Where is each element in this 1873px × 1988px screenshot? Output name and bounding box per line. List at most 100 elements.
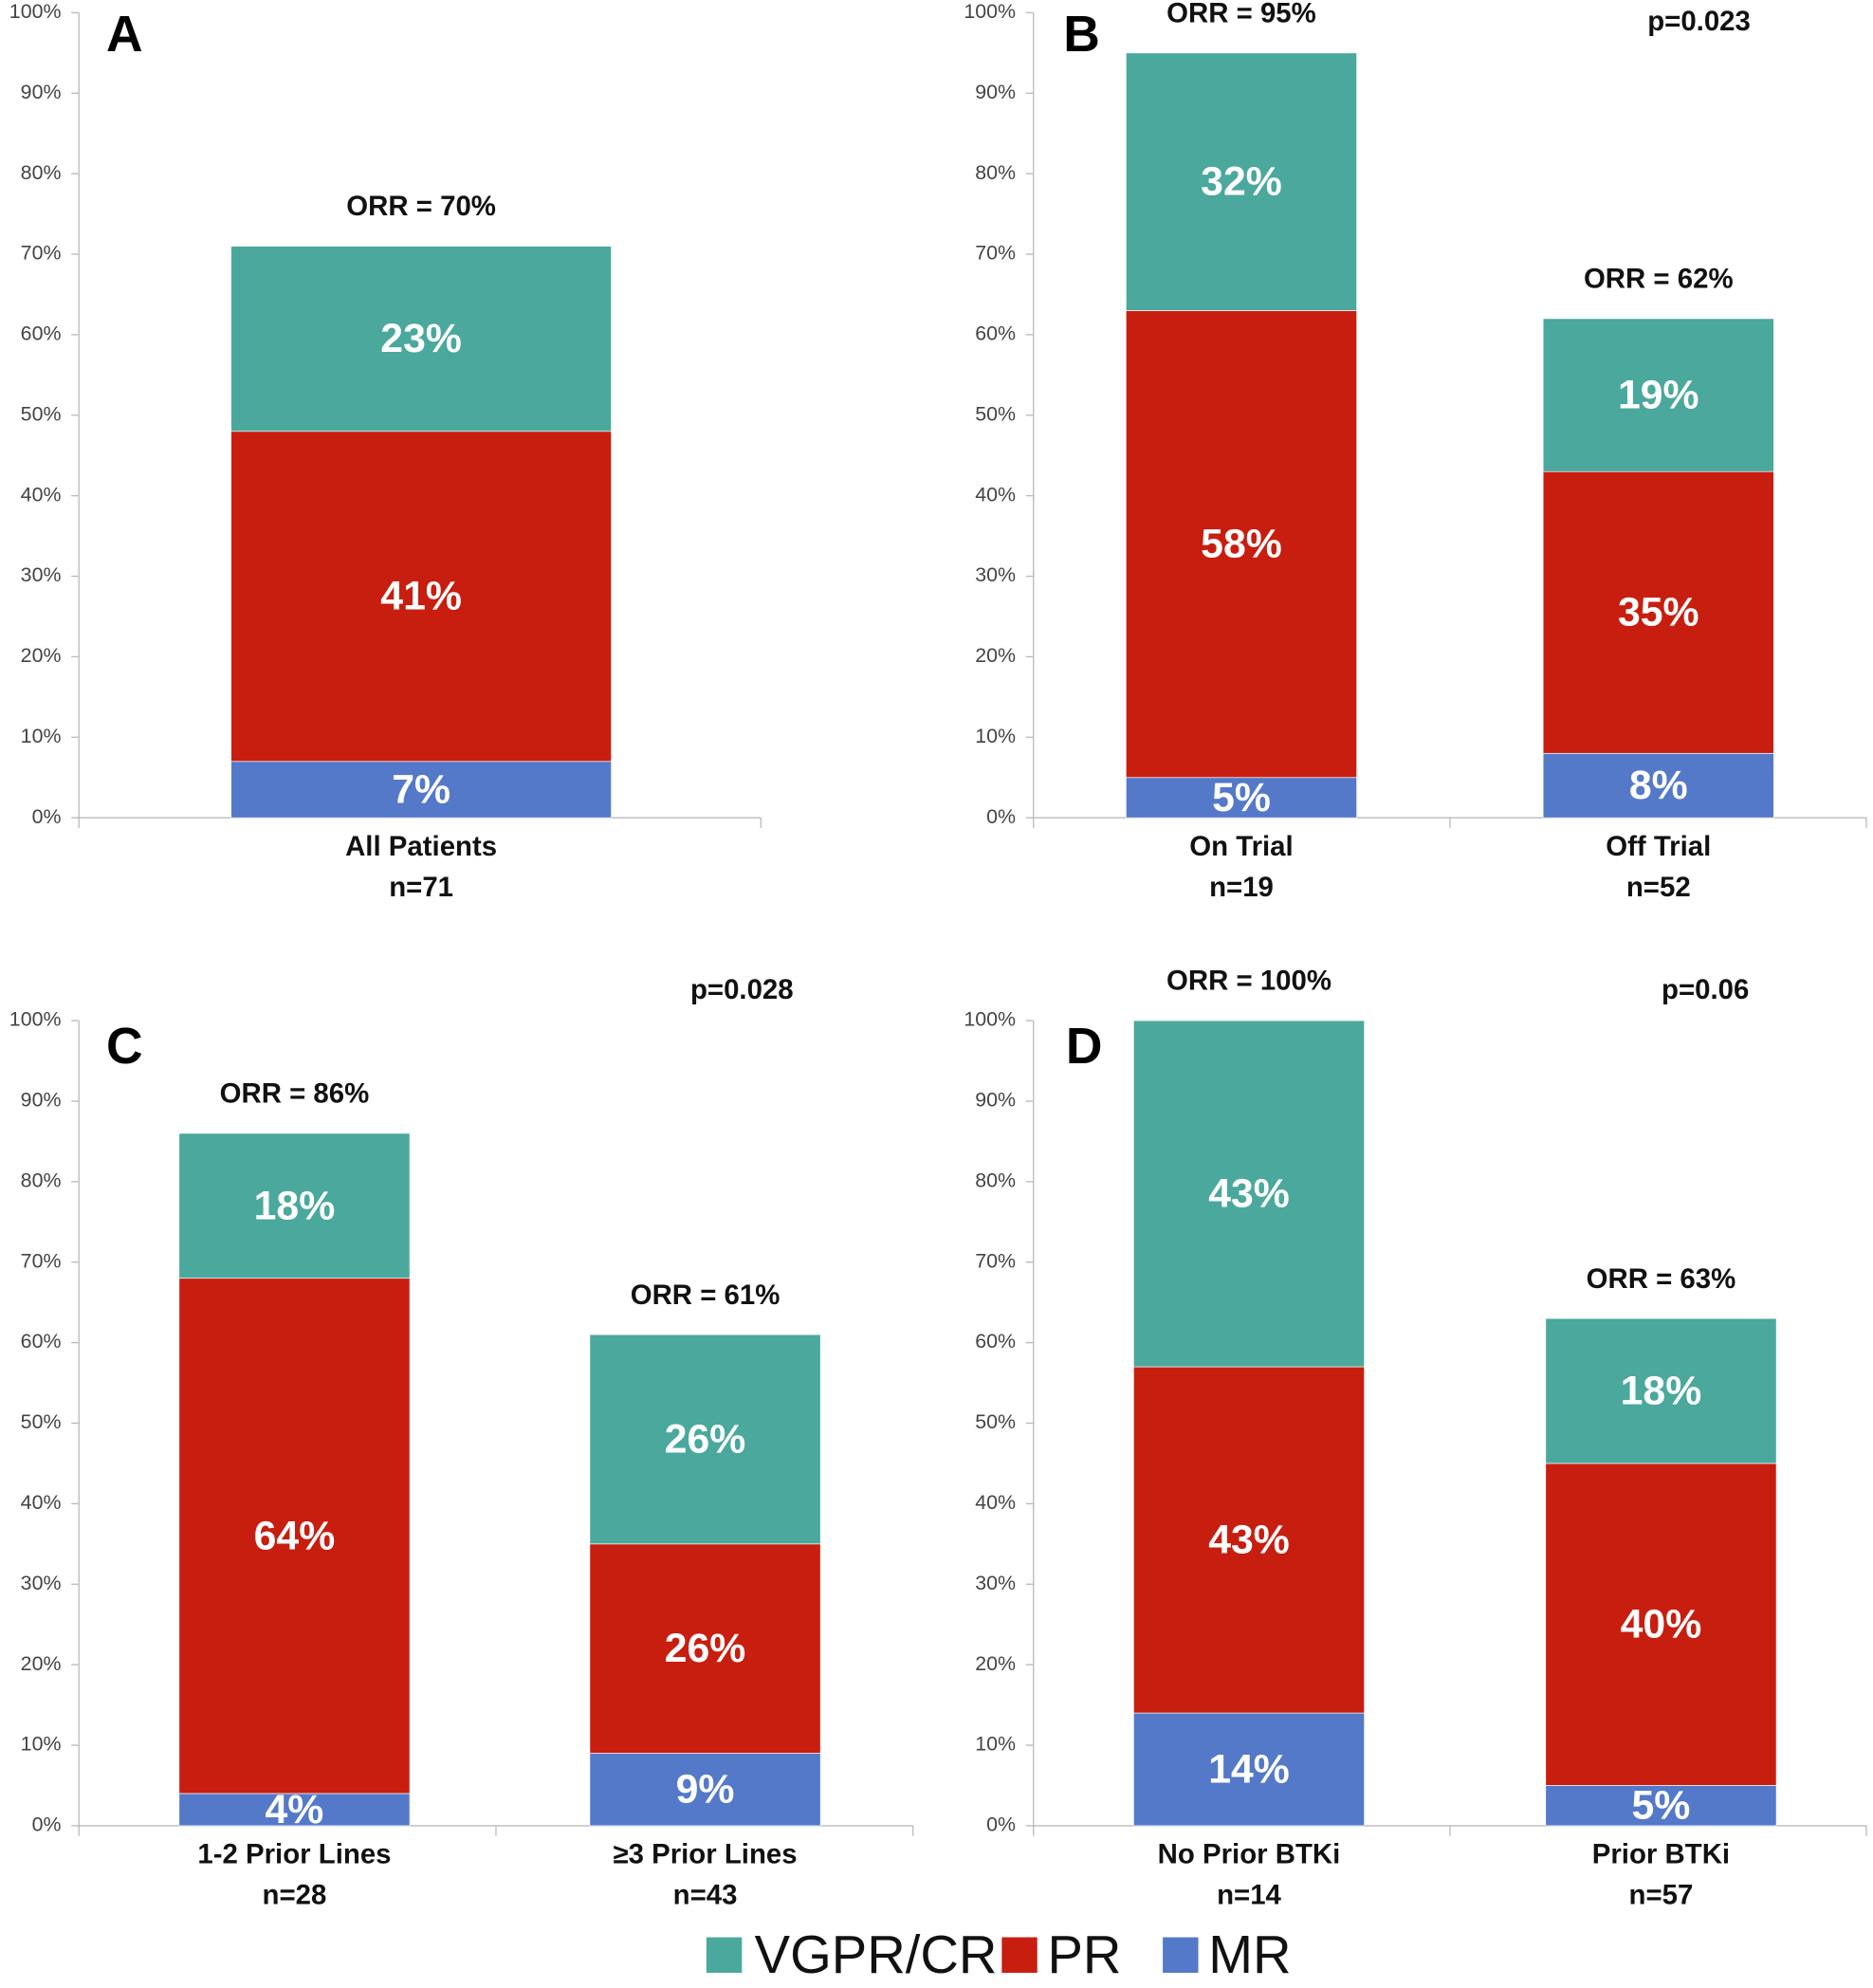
y-tick-label: 80% [21,161,62,184]
legend-swatch [1163,1937,1199,1973]
y-tick-label: 50% [21,402,62,425]
panel-label: D [1066,1019,1103,1075]
x-tick-label: All Patients [345,831,497,862]
panel-label: C [106,1019,143,1075]
y-tick-label: 80% [975,1169,1016,1191]
y-tick-label: 50% [21,1410,62,1433]
sample-size: n=71 [389,872,453,903]
x-tick-label: 1-2 Prior Lines [197,1839,391,1870]
panel-label: A [106,7,143,63]
legend-swatch [706,1937,743,1973]
y-tick-label: 60% [975,322,1016,345]
x-tick-label: Prior BTKi [1592,1839,1730,1870]
y-tick-label: 40% [975,483,1016,506]
y-tick-label: 40% [975,1491,1016,1514]
sample-size: n=52 [1626,872,1691,903]
y-tick-label: 50% [975,402,1016,425]
y-tick-label: 100% [9,1008,62,1031]
value-label: 23% [380,316,462,361]
y-tick-label: 20% [975,1652,1016,1675]
y-tick-label: 10% [21,725,62,747]
y-tick-label: 90% [975,1089,1016,1112]
value-label: 7% [392,766,450,812]
y-tick-label: 30% [21,1572,62,1594]
legend-label: PR [1047,1924,1121,1984]
orr-label: ORR = 86% [220,1078,370,1110]
value-label: 41% [380,574,462,619]
y-tick-label: 70% [21,1249,62,1272]
y-tick-label: 70% [975,1249,1016,1272]
value-label: 8% [1629,763,1688,808]
x-tick-label: Off Trial [1606,831,1711,862]
y-tick-label: 20% [21,1652,62,1675]
bar-segment [1133,1366,1365,1714]
y-tick-label: 0% [32,805,62,828]
value-label: 19% [1618,373,1699,418]
x-tick-label: No Prior BTKi [1158,1839,1341,1870]
x-tick-label: On Trial [1189,831,1293,862]
value-label: 58% [1201,522,1282,567]
y-tick-label: 30% [975,563,1016,586]
y-tick-label: 100% [9,0,62,23]
sample-size: n=57 [1629,1880,1694,1911]
y-tick-label: 60% [975,1330,1016,1353]
y-tick-label: 10% [21,1733,62,1756]
y-tick-label: 90% [975,81,1016,103]
y-tick-label: 30% [21,563,62,586]
value-label: 5% [1632,1783,1691,1829]
bar-segment [230,431,612,763]
orr-label: ORR = 100% [1166,966,1331,997]
y-tick-label: 10% [975,1733,1016,1756]
y-tick-label: 30% [975,1572,1016,1594]
legend-label: VGPR/CR [755,1924,998,1984]
y-tick-label: 60% [21,1330,62,1353]
bar-segment [1542,470,1774,754]
value-label: 43% [1208,1171,1290,1217]
orr-label: ORR = 95% [1166,0,1316,28]
x-tick-label: ≥3 Prior Lines [613,1839,797,1870]
p-value: p=0.028 [690,974,794,1005]
p-value: p=0.06 [1662,974,1749,1005]
orr-label: ORR = 61% [631,1279,780,1311]
y-tick-label: 0% [32,1813,62,1836]
value-label: 18% [254,1183,336,1228]
bar-segment [178,1793,411,1827]
y-tick-label: 100% [964,0,1016,23]
y-tick-label: 100% [964,1008,1016,1031]
bar-segment [230,761,612,819]
orr-label: ORR = 70% [346,191,496,222]
y-tick-label: 70% [21,242,62,265]
bar-segment [589,1753,821,1827]
y-tick-label: 80% [975,161,1016,184]
value-label: 35% [1618,590,1699,635]
sample-size: n=19 [1209,872,1274,903]
value-label: 18% [1621,1369,1702,1414]
orr-label: ORR = 62% [1584,264,1734,295]
p-value: p=0.023 [1647,6,1751,37]
bar-segment [178,1278,411,1795]
y-tick-label: 40% [21,1491,62,1514]
value-label: 4% [266,1787,324,1832]
sample-size: n=14 [1217,1880,1281,1911]
bar-segment [1126,310,1357,779]
value-label: 26% [665,1626,746,1671]
bar-segment [1542,752,1774,819]
bar-segment [1133,1712,1365,1827]
bar-segment [589,1334,821,1545]
y-tick-label: 40% [21,483,62,506]
y-tick-label: 20% [21,644,62,667]
sample-size: n=43 [673,1880,738,1911]
y-tick-label: 80% [21,1169,62,1191]
y-tick-label: 20% [975,644,1016,667]
value-label: 40% [1621,1602,1702,1647]
bar-segment [1542,318,1774,472]
y-tick-label: 0% [986,805,1016,828]
value-label: 5% [1212,775,1271,820]
bar-segment [1545,1463,1777,1786]
value-label: 26% [665,1416,746,1462]
bar-segment [1126,52,1357,311]
bar-segment [230,246,612,433]
orr-label: ORR = 63% [1587,1263,1736,1295]
